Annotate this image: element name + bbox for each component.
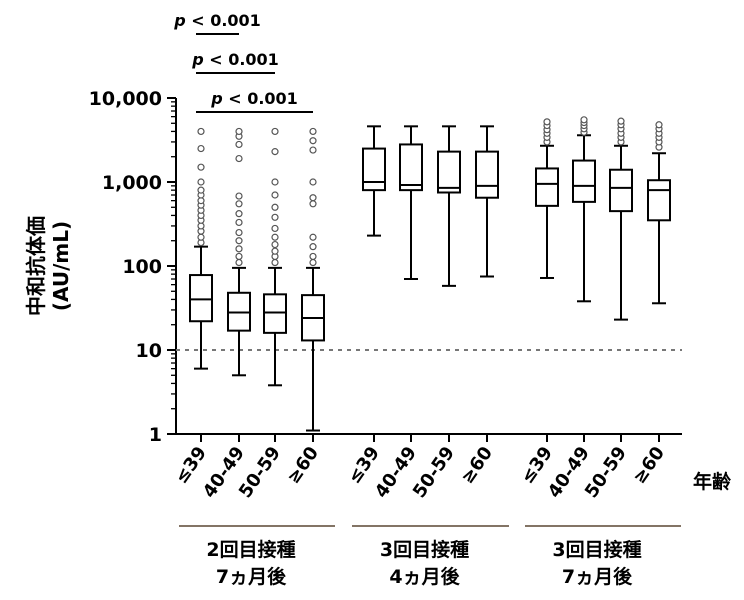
outlier-point: [235, 127, 243, 136]
box-iqr: [399, 143, 423, 192]
outlier-point: [235, 154, 243, 163]
box-iqr: [609, 168, 633, 213]
outlier-point: [309, 258, 317, 267]
box-1-1: [399, 125, 423, 281]
y-axis-title: 中和抗体価: [24, 216, 48, 316]
y-tick-label: 10: [136, 340, 162, 362]
outlier-point: [235, 258, 243, 267]
x-tick-label: ≥60: [283, 443, 323, 488]
box-1-3: [475, 125, 499, 278]
outlier-point: [235, 200, 243, 208]
outlier-point: [309, 243, 317, 251]
box-2-0: [535, 118, 559, 279]
box-iqr: [263, 293, 287, 334]
x-tick-label: ≥60: [629, 443, 669, 488]
box-iqr: [189, 274, 213, 323]
plot-layer: [189, 116, 671, 432]
group-label-line2: 7ヵ月後: [216, 565, 287, 588]
outlier-point: [309, 200, 317, 208]
outlier-point: [309, 252, 317, 261]
significance-label: p < 0.001: [191, 50, 279, 69]
box-iqr: [362, 147, 386, 192]
box-0-1: [227, 127, 251, 377]
axis-layer: 1 10 100 1,000 10,000: [89, 88, 682, 446]
group-label-line2: 7ヵ月後: [562, 565, 633, 588]
outlier-point: [197, 186, 205, 194]
outlier-point: [271, 148, 279, 156]
box-iqr: [572, 159, 596, 203]
outlier-point: [235, 245, 243, 253]
outlier-point: [235, 228, 243, 237]
box-1-2: [437, 125, 461, 287]
y-axis-unit: (AU/mL): [49, 221, 73, 311]
outlier-point: [235, 210, 243, 218]
box-iqr: [647, 179, 671, 222]
x-axis-title: 年齢: [693, 470, 732, 493]
outlier-point: [271, 258, 279, 267]
outlier-point: [655, 121, 663, 129]
outlier-point: [580, 116, 588, 124]
outlier-point: [197, 233, 205, 241]
box-0-2: [263, 127, 287, 387]
group-label-line1: 3回目接種: [552, 539, 641, 561]
outlier-point: [309, 146, 317, 154]
box-iqr: [437, 150, 461, 194]
box-2-2: [609, 117, 633, 321]
y-tick-label: 10,000: [89, 88, 162, 110]
outlier-point: [197, 127, 205, 136]
box-1-0: [362, 125, 386, 237]
y-tick-label: 1: [149, 424, 162, 446]
y-tick-label: 1,000: [102, 172, 162, 194]
outlier-point: [235, 140, 243, 149]
outlier-point: [197, 163, 205, 171]
outlier-point: [271, 203, 279, 211]
outlier-point: [309, 194, 317, 202]
significance-label: p < 0.001: [210, 89, 298, 108]
box-2-1: [572, 116, 596, 303]
outlier-point: [271, 127, 279, 136]
outlier-point: [271, 224, 279, 233]
outlier-point: [271, 191, 279, 199]
outlier-point: [309, 127, 317, 136]
group-label-line2: 4ヵ月後: [389, 565, 460, 588]
box-0-3: [301, 127, 325, 432]
outlier-point: [617, 117, 625, 125]
group-label-line1: 3回目接種: [380, 539, 469, 561]
outlier-point: [271, 240, 279, 249]
outlier-point: [271, 233, 279, 241]
outlier-point: [543, 118, 551, 126]
x-tick-label: ≥60: [457, 443, 497, 488]
outlier-point: [197, 144, 205, 153]
significance-label: p < 0.001: [173, 11, 261, 30]
group-label-line1: 2回目接種: [206, 539, 295, 561]
box-0-0: [189, 127, 213, 370]
outlier-point: [235, 218, 243, 227]
box-iqr: [535, 167, 559, 207]
outlier-point: [235, 192, 243, 200]
outlier-point: [235, 252, 243, 261]
outlier-point: [235, 237, 243, 245]
box-2-3: [647, 121, 671, 305]
y-tick-label: 100: [122, 256, 162, 278]
outlier-point: [309, 178, 317, 186]
outlier-point: [271, 247, 279, 255]
outlier-point: [309, 137, 317, 145]
outlier-point: [271, 213, 279, 221]
outlier-point: [197, 178, 205, 186]
box-iqr: [475, 150, 499, 199]
outlier-point: [271, 178, 279, 186]
outlier-point: [309, 233, 317, 241]
